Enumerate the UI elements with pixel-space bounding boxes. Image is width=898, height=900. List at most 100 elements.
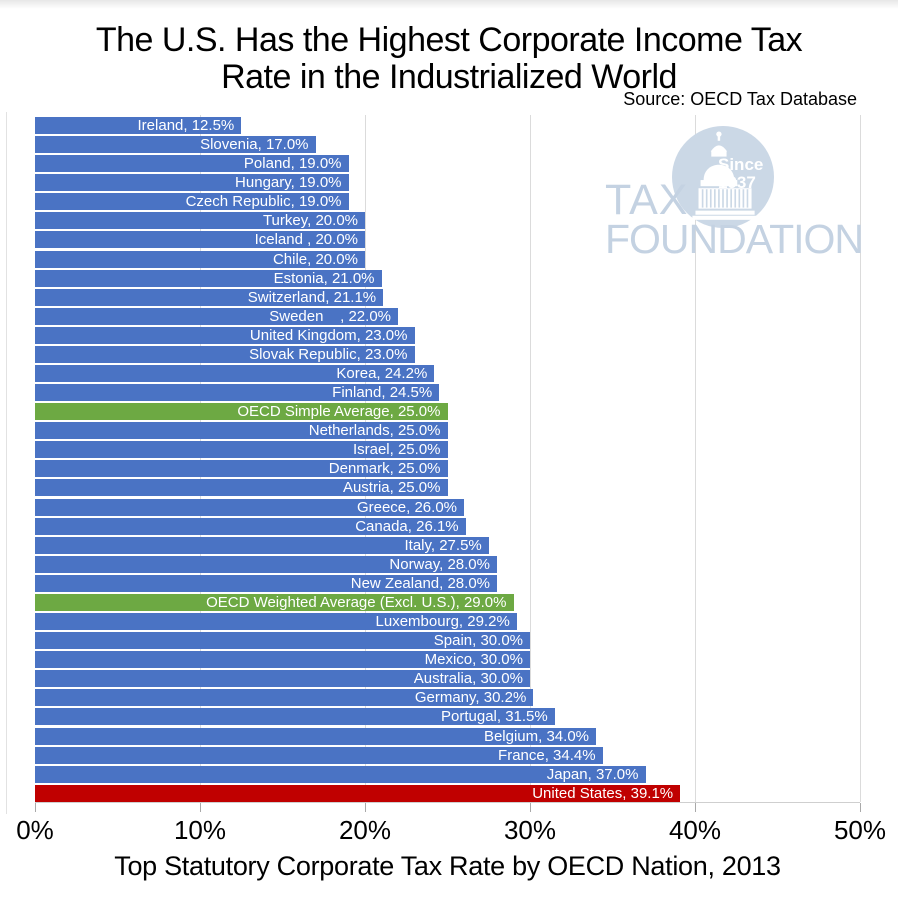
bar-label: Ireland, 12.5% <box>137 117 235 134</box>
bar-label: France, 34.4% <box>498 746 596 764</box>
bar-label: Slovak Republic, 23.0% <box>249 345 408 363</box>
bar-denmark: Denmark, 25.0% <box>35 460 448 478</box>
bar-row: Switzerland, 21.1% <box>35 288 860 306</box>
bar-label: OECD Simple Average, 25.0% <box>237 403 441 421</box>
x-tick-mark-40% <box>695 803 696 812</box>
chart-title: The U.S. Has the Highest Corporate Incom… <box>0 22 898 96</box>
bar-label: Iceland , 20.0% <box>254 231 358 249</box>
bar-canada: Canada, 26.1% <box>35 517 466 535</box>
bar-label: Belgium, 34.0% <box>483 727 589 745</box>
bar-label: Denmark, 25.0% <box>328 460 441 478</box>
bar-korea: Korea, 24.2% <box>35 365 435 383</box>
bar-chile: Chile, 20.0% <box>35 250 365 268</box>
bar-row: Netherlands, 25.0% <box>35 422 860 440</box>
bar-label: Hungary, 19.0% <box>235 174 342 192</box>
bar-row: OECD Simple Average, 25.0% <box>35 403 860 421</box>
bar-label: OECD Weighted Average (Excl. U.S.), 29.0… <box>206 593 507 611</box>
x-axis: 0% 10% 20% 30% 40% 50% <box>16 802 886 849</box>
bar-spain: Spain, 30.0% <box>35 632 530 650</box>
bar-slovak-republic: Slovak Republic, 23.0% <box>35 345 415 363</box>
bar-austria: Austria, 25.0% <box>35 479 448 497</box>
page-top-shade <box>0 0 898 9</box>
bar-germany: Germany, 30.2% <box>35 689 534 707</box>
bar-row: Italy, 27.5% <box>35 536 860 554</box>
bar-label: Estonia, 21.0% <box>273 269 375 287</box>
gridline-30% <box>530 115 531 802</box>
logo-since-text: Since 1937 <box>718 156 763 192</box>
bar-hungary: Hungary, 19.0% <box>35 174 349 192</box>
bar-ireland: Ireland, 12.5% <box>35 117 242 134</box>
bar-label: Germany, 30.2% <box>414 689 527 707</box>
bar-row: Belgium, 34.0% <box>35 727 860 745</box>
x-tick-label-0%: 0% <box>16 815 54 845</box>
bar-row: United Kingdom, 23.0% <box>35 326 860 344</box>
bar-new-zealand: New Zealand, 28.0% <box>35 574 497 592</box>
x-tick-mark-0% <box>35 803 36 812</box>
bar-row: Poland, 19.0% <box>35 155 860 173</box>
bar-row: Portugal, 31.5% <box>35 708 860 726</box>
tax-foundation-logo: Since 1937 TAX FOUNDATION <box>570 115 864 265</box>
bar-row: Hungary, 19.0% <box>35 174 860 192</box>
bar-united-kingdom: United Kingdom, 23.0% <box>35 326 415 344</box>
bar-row: Korea, 24.2% <box>35 365 860 383</box>
bar-label: Luxembourg, 29.2% <box>375 613 510 631</box>
source-note: Source: OECD Tax Database <box>623 89 857 109</box>
bar-netherlands: Netherlands, 25.0% <box>35 422 448 440</box>
bar-label: Korea, 24.2% <box>336 365 428 383</box>
gridline-40% <box>695 115 696 802</box>
bar-label: Greece, 26.0% <box>356 498 457 516</box>
bar-row: New Zealand, 28.0% <box>35 574 860 592</box>
bar-series: Ireland, 12.5% Slovenia, 17.0% Poland, 19.… <box>35 117 860 802</box>
bar-row: Spain, 30.0% <box>35 632 860 650</box>
bar-label: Italy, 27.5% <box>404 536 482 554</box>
bar-row: Slovak Republic, 23.0% <box>35 345 860 363</box>
bar-sweden: Sweden , 22.0% <box>35 307 398 325</box>
bar-row: OECD Weighted Average (Excl. U.S.), 29.0… <box>35 593 860 611</box>
bar-row: United States, 39.1% <box>35 784 860 802</box>
bar-row: Turkey, 20.0% <box>35 212 860 230</box>
bar-norway: Norway, 28.0% <box>35 555 497 573</box>
bar-label: Mexico, 30.0% <box>424 651 523 669</box>
bar-row: France, 34.4% <box>35 746 860 764</box>
x-tick-mark-50% <box>860 803 861 812</box>
x-tick-label-50%: 50% <box>833 815 887 845</box>
bar-france: France, 34.4% <box>35 746 603 764</box>
x-tick-mark-30% <box>530 803 531 812</box>
bar-united-states: United States, 39.1% <box>35 784 681 802</box>
gridline-50% <box>860 115 861 802</box>
bar-row: Luxembourg, 29.2% <box>35 613 860 631</box>
bar-row: Australia, 30.0% <box>35 670 860 688</box>
x-tick-label-30%: 30% <box>503 815 557 845</box>
bar-label: Netherlands, 25.0% <box>308 422 441 440</box>
bar-row: Greece, 26.0% <box>35 498 860 516</box>
chart-title-line1: The U.S. Has the Highest Corporate Incom… <box>95 21 803 59</box>
logo-wordmark-foundation: FOUNDATION <box>605 216 864 262</box>
bar-row: Denmark, 25.0% <box>35 460 860 478</box>
bar-poland: Poland, 19.0% <box>35 155 349 173</box>
capitol-icon <box>672 126 774 228</box>
bar-row: Ireland, 12.5% <box>35 117 860 134</box>
x-axis-title: Top Statutory Corporate Tax Rate by OECD… <box>114 851 781 881</box>
bar-estonia: Estonia, 21.0% <box>35 269 382 287</box>
bar-row: Germany, 30.2% <box>35 689 860 707</box>
bar-australia: Australia, 30.0% <box>35 670 530 688</box>
frame-left-line <box>6 112 7 814</box>
bar-switzerland: Switzerland, 21.1% <box>35 288 384 306</box>
bar-row: Canada, 26.1% <box>35 517 860 535</box>
bar-greece: Greece, 26.0% <box>35 498 464 516</box>
bar-row: Estonia, 21.0% <box>35 269 860 287</box>
bar-oecd-simple-average: OECD Simple Average, 25.0% <box>35 403 448 421</box>
bar-label: Canada, 26.1% <box>355 517 459 535</box>
bar-row: Czech Republic, 19.0% <box>35 193 860 211</box>
bar-label: Austria, 25.0% <box>342 479 441 497</box>
bar-label: Turkey, 20.0% <box>262 212 358 230</box>
bar-czech-republic: Czech Republic, 19.0% <box>35 193 349 211</box>
bar-row: Finland, 24.5% <box>35 384 860 402</box>
bar-label: United States, 39.1% <box>532 784 674 802</box>
logo-year: 1937 <box>718 173 756 192</box>
bar-belgium: Belgium, 34.0% <box>35 727 596 745</box>
bar-mexico: Mexico, 30.0% <box>35 651 530 669</box>
bar-row: Iceland , 20.0% <box>35 231 860 249</box>
x-tick-mark-20% <box>365 803 366 812</box>
bar-label: Portugal, 31.5% <box>441 708 548 726</box>
